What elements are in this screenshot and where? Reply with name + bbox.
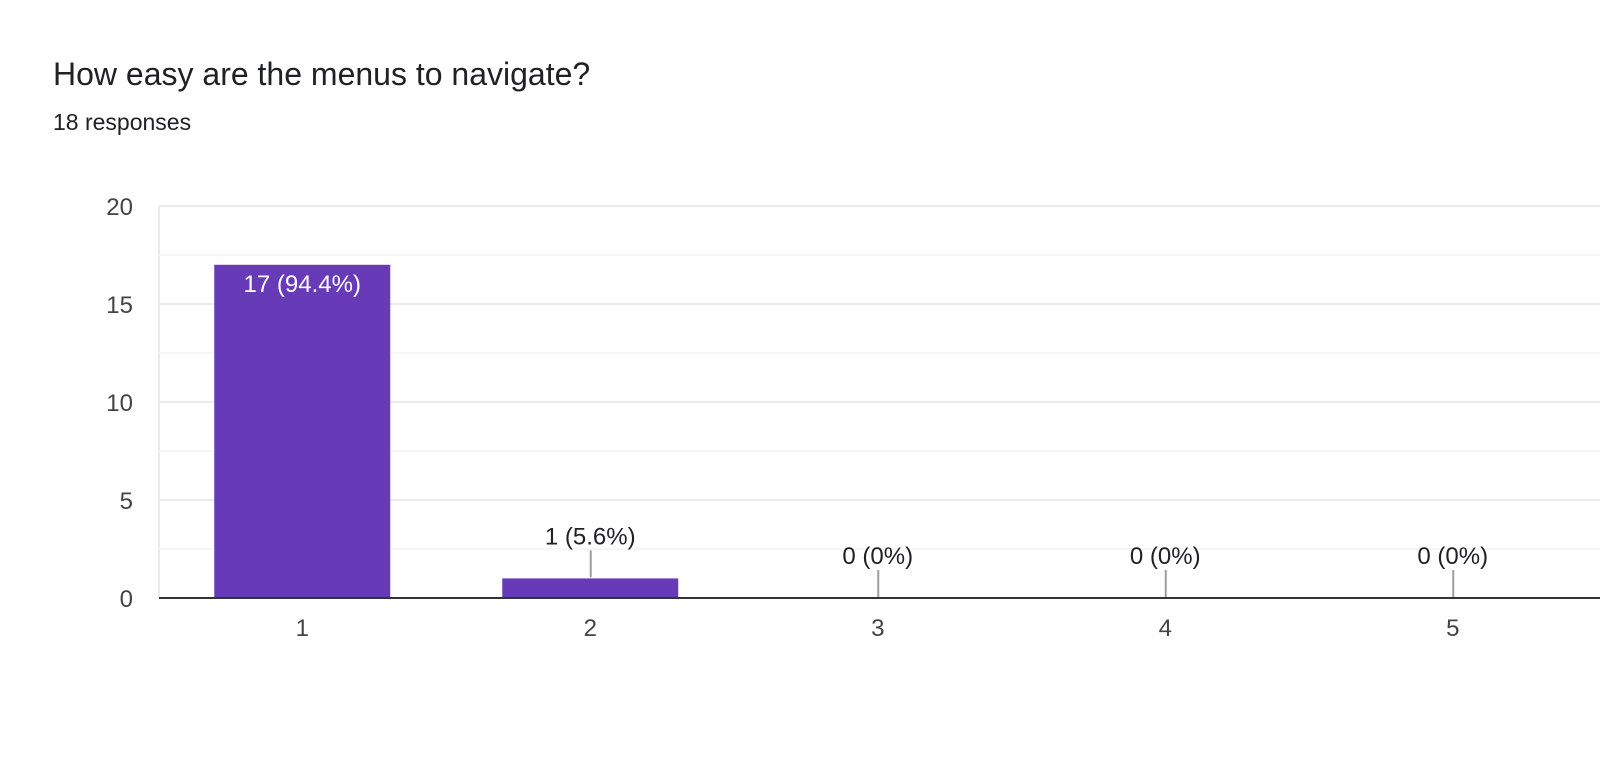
response-count: 18 responses	[53, 109, 192, 135]
data-label: 17 (94.4%)	[244, 271, 361, 298]
y-tick-label: 0	[120, 586, 133, 613]
question-title: How easy are the menus to navigate?	[53, 56, 591, 92]
bars	[214, 264, 679, 598]
gridlines	[158, 205, 1600, 598]
data-label: 0 (0%)	[842, 543, 913, 570]
x-tick-label: 3	[871, 615, 884, 642]
data-labels: 17 (94.4%) 1 (5.6%) 0 (0%) 0 (0%) 0 (0%)	[244, 271, 1488, 597]
x-tick-label: 5	[1446, 615, 1459, 642]
x-axis-ticks: 1 2 3 4 5	[296, 615, 1460, 642]
bar	[502, 578, 679, 598]
y-tick-label: 5	[120, 488, 133, 515]
y-axis-ticks: 0 5 10 15 20	[106, 194, 133, 613]
y-tick-label: 15	[106, 292, 133, 319]
bar	[214, 264, 391, 598]
data-label: 1 (5.6%)	[545, 523, 636, 550]
x-tick-label: 4	[1159, 615, 1172, 642]
data-label: 0 (0%)	[1417, 543, 1488, 570]
data-label: 0 (0%)	[1130, 543, 1201, 570]
x-tick-label: 1	[296, 615, 309, 642]
y-tick-label: 10	[106, 390, 133, 417]
x-tick-label: 2	[584, 615, 597, 642]
y-tick-label: 20	[106, 194, 133, 221]
